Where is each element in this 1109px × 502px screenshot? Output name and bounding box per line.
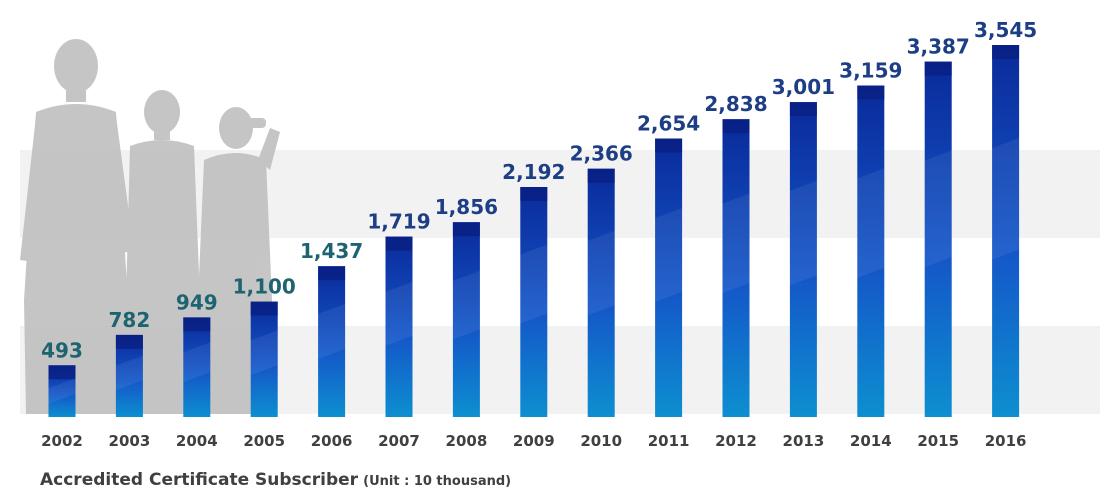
bar-cap-2016 <box>992 45 1020 59</box>
bar-sheen-2003 <box>115 355 143 391</box>
bar-2007 <box>385 236 413 417</box>
bar-2016 <box>992 45 1020 417</box>
bar-cap-2008 <box>452 222 480 237</box>
bar-sheen-2004 <box>183 342 211 383</box>
bar-cap-2010 <box>587 168 615 183</box>
data-label-2012: 2,838 <box>704 92 767 116</box>
x-tick-2011: 2011 <box>648 432 690 450</box>
x-tick-2007: 2007 <box>378 432 420 450</box>
data-labels: 4937829491,1001,4371,7191,8562,1922,3662… <box>41 18 1037 362</box>
x-tick-2013: 2013 <box>783 432 825 450</box>
bar-cap-2011 <box>655 138 683 153</box>
data-label-2010: 2,366 <box>570 142 633 166</box>
data-label-2016: 3,545 <box>974 18 1037 42</box>
data-label-2006: 1,437 <box>300 239 363 263</box>
bar-2014 <box>857 85 885 417</box>
data-label-2015: 3,387 <box>907 35 970 59</box>
bar-sheen-2010 <box>587 230 615 316</box>
bar-sheen-2002 <box>48 378 76 404</box>
bar-cap-2013 <box>789 102 817 117</box>
bar-sheen-2013 <box>789 180 817 286</box>
bar-sheen-2007 <box>385 281 413 346</box>
data-label-2011: 2,654 <box>637 112 700 136</box>
x-tick-2002: 2002 <box>41 432 83 450</box>
background-band-upper <box>20 150 1100 238</box>
bar-2011 <box>655 138 683 417</box>
bar-cap-2012 <box>722 119 750 134</box>
bar-sheen-2011 <box>655 208 683 302</box>
bar-cap-2002 <box>48 365 76 380</box>
x-tick-2009: 2009 <box>513 432 555 450</box>
bar-cap-2015 <box>924 61 952 76</box>
bar-cap-2004 <box>183 317 211 332</box>
bar-2013 <box>789 102 817 417</box>
data-label-2002: 493 <box>41 338 83 362</box>
x-tick-2015: 2015 <box>917 432 959 450</box>
chart-unit: (Unit : 10 thousand) <box>363 474 512 489</box>
bars <box>48 45 1020 417</box>
bar-sheen-2012 <box>722 193 750 293</box>
bar-2008 <box>452 222 480 417</box>
bar-sheen-2015 <box>924 150 952 268</box>
x-tick-2014: 2014 <box>850 432 892 450</box>
bar-2010 <box>587 168 615 417</box>
data-label-2013: 3,001 <box>772 75 835 99</box>
bar-2009 <box>520 187 548 417</box>
bar-2004 <box>183 317 211 417</box>
bar-sheen-2008 <box>452 270 480 340</box>
x-tick-2010: 2010 <box>580 432 622 450</box>
data-label-2003: 782 <box>109 308 151 332</box>
chart-caption: Accredited Certificate Subscriber (Unit … <box>40 470 511 490</box>
bar-cap-2009 <box>520 187 548 201</box>
x-tick-2016: 2016 <box>985 432 1027 450</box>
bar-cap-2003 <box>115 334 143 349</box>
x-tick-2008: 2008 <box>446 432 488 450</box>
data-label-2009: 2,192 <box>502 160 565 184</box>
data-label-2007: 1,719 <box>367 210 430 234</box>
bar-sheen-2009 <box>520 244 548 324</box>
bar-cap-2006 <box>318 266 346 281</box>
x-tick-2006: 2006 <box>311 432 353 450</box>
bar-sheen-2014 <box>857 168 885 278</box>
bar-sheen-2005 <box>250 330 278 376</box>
x-tick-2012: 2012 <box>715 432 757 450</box>
data-label-2005: 1,100 <box>233 275 296 299</box>
bar-2006 <box>318 266 346 417</box>
chart-title: Accredited Certificate Subscriber <box>40 470 359 490</box>
bar-2005 <box>250 301 278 417</box>
bar-cap-2007 <box>385 236 413 251</box>
bar-sheen-2006 <box>318 303 346 360</box>
bar-cap-2014 <box>857 85 885 100</box>
bar-cap-2005 <box>250 301 278 316</box>
x-tick-2005: 2005 <box>243 432 285 450</box>
x-tick-2003: 2003 <box>109 432 151 450</box>
x-axis-tick-labels: 2002 2003 2004 2005 2006 2007 2008 2009 2010 2011… <box>41 432 1026 450</box>
data-label-2008: 1,856 <box>435 195 498 219</box>
data-label-2004: 949 <box>176 290 218 314</box>
data-label-2014: 3,159 <box>839 59 902 83</box>
bar-2012 <box>722 119 750 417</box>
bar-2015 <box>924 61 952 417</box>
bar-sheen-2016 <box>992 138 1020 260</box>
x-tick-2004: 2004 <box>176 432 218 450</box>
